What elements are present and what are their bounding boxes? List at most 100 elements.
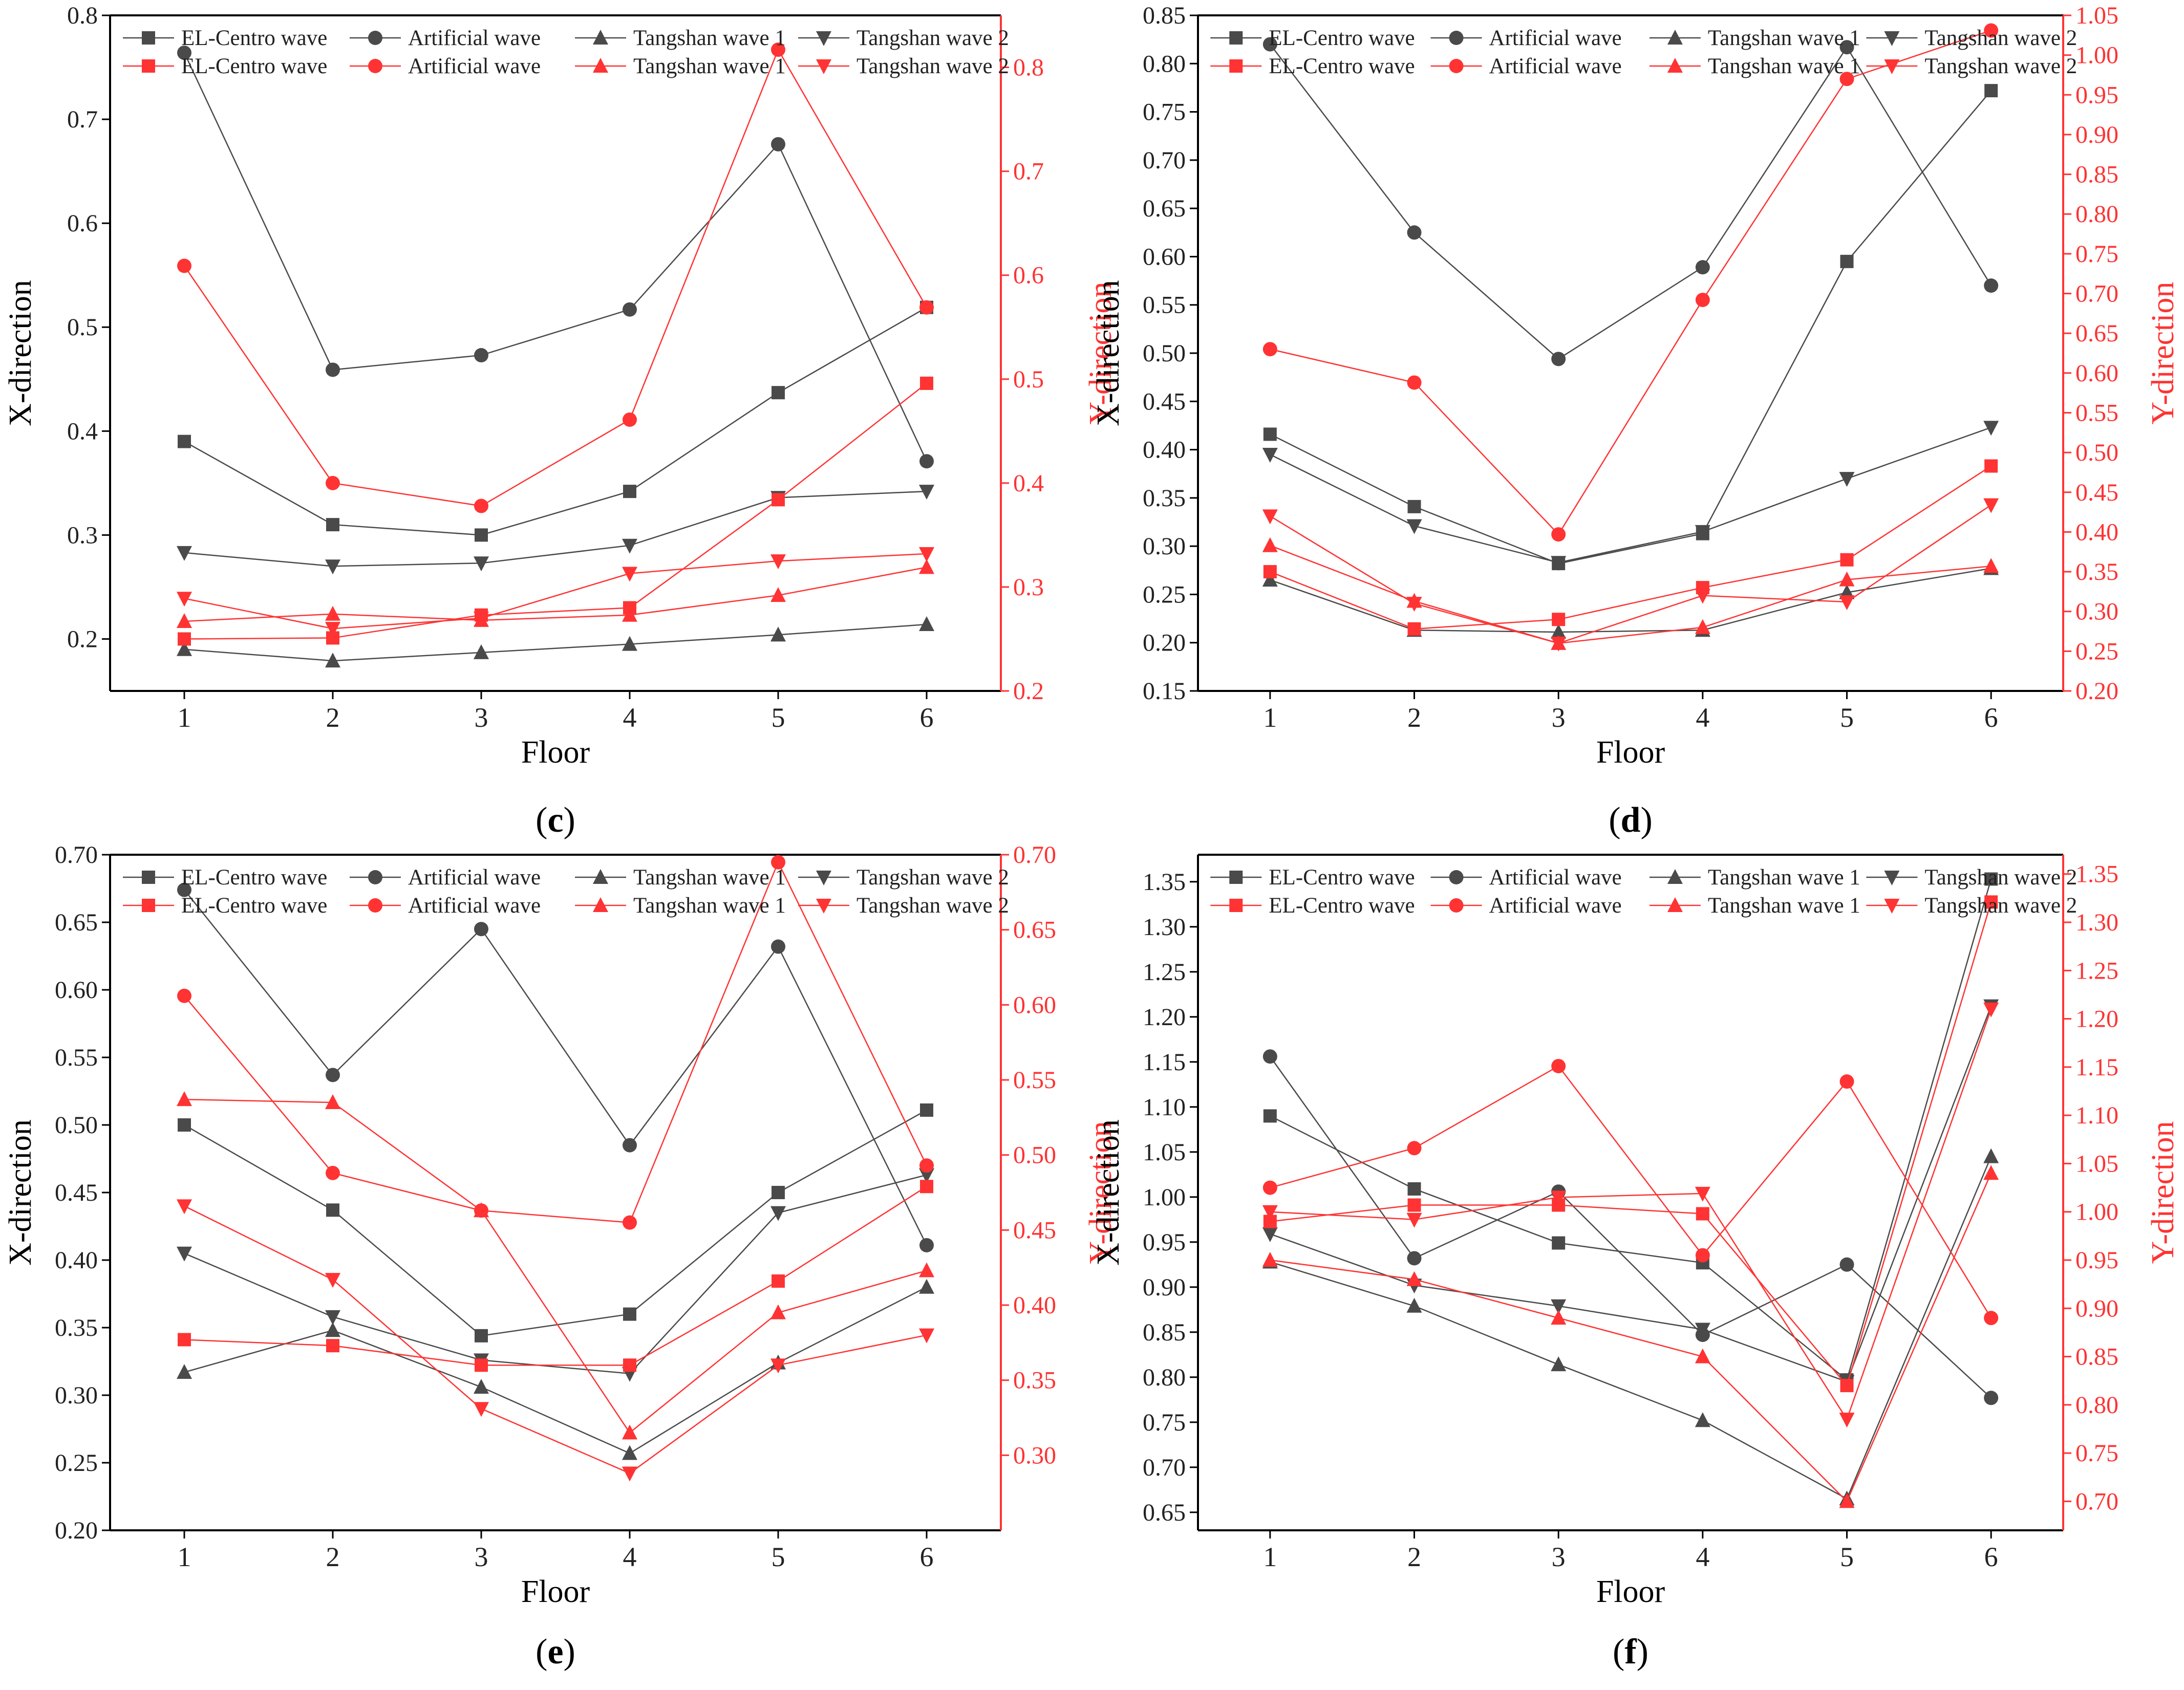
data-point (622, 1466, 637, 1482)
y-right-tick-label: 0.60 (2075, 360, 2118, 387)
legend-marker (1884, 59, 1900, 74)
data-point (177, 882, 191, 897)
y-left-tick-label: 0.60 (1143, 243, 1186, 270)
series-line (1270, 879, 1992, 1381)
data-point (1406, 1297, 1422, 1313)
data-point (474, 611, 489, 626)
data-point (919, 1262, 934, 1277)
y-left-tick-label: 0.65 (1143, 195, 1186, 222)
y-right-tick-label: 1.25 (2075, 957, 2118, 984)
data-point (919, 485, 934, 500)
legend-marker (816, 871, 831, 885)
series-x-artificial-wave (177, 882, 934, 1252)
data-point (325, 622, 340, 637)
legend-label: Artificial wave (408, 894, 541, 918)
series-line (1270, 1065, 1992, 1318)
data-point (772, 493, 785, 507)
y-left-tick-label: 0.30 (1143, 533, 1186, 560)
data-point (920, 1180, 933, 1194)
y-left-tick-label: 1.15 (1143, 1049, 1186, 1076)
data-point (1552, 1236, 1566, 1250)
y-left-tick-label: 0.85 (1143, 1319, 1186, 1346)
data-point (1984, 895, 1998, 909)
series-line (1270, 1009, 1992, 1421)
data-point (622, 567, 637, 582)
series-y-el-centro-wave (178, 376, 933, 646)
legend-label: Artificial wave (1489, 865, 1622, 890)
legend-label: Artificial wave (1489, 894, 1622, 918)
y-right-tick-label: 0.75 (2075, 1440, 2118, 1467)
y-right-tick-label: 0.70 (2075, 1488, 2118, 1515)
y-right-tick-label: 0.8 (1013, 54, 1044, 81)
y-left-axis-title: X-direction (1091, 280, 1126, 426)
series-x-artificial-wave (177, 46, 934, 469)
data-point (1406, 519, 1422, 534)
legend-label: EL-Centro wave (1269, 54, 1415, 78)
legend-marker (1229, 31, 1243, 45)
x-tick-label: 6 (920, 1542, 934, 1572)
data-point (1839, 40, 1854, 55)
series-y-artificial-wave (1262, 1058, 1999, 1326)
y-left-tick-label: 0.35 (55, 1314, 98, 1341)
y-right-tick-label: 1.30 (2075, 909, 2118, 936)
panel-caption: (d) (1609, 800, 1653, 840)
series-x-tangshan-wave-1 (177, 616, 934, 668)
legend-marker (1449, 59, 1464, 73)
data-point (326, 362, 340, 377)
chart-panel-e: 1 2 3 4 5 6 0.20 0.25 0.30 0.35 0.40 0.45 0.50 0.55 0.… (3, 841, 1118, 1672)
data-point (622, 1424, 637, 1440)
series-y-tangshan-wave-1 (1262, 1165, 1999, 1508)
legend-label: EL-Centro wave (1269, 26, 1415, 50)
x-tick-label: 2 (326, 1542, 340, 1572)
series-x-tangshan-wave-2 (177, 1168, 934, 1382)
series-y-el-centro-wave (178, 1180, 933, 1372)
data-point (474, 556, 489, 572)
legend-marker (142, 59, 155, 73)
data-point (177, 1364, 192, 1379)
legend-label: Tangshan wave 2 (857, 26, 1009, 50)
series-y-artificial-wave (177, 42, 934, 513)
series-line (1270, 465, 1992, 630)
legend-marker (1449, 31, 1464, 45)
data-point (1695, 1186, 1710, 1202)
series-x-tangshan-wave-1 (1262, 560, 1999, 639)
y-left-tick-label: 0.6 (67, 210, 98, 237)
panel-caption-letter: d (1621, 800, 1641, 840)
data-point (1984, 1311, 1999, 1326)
data-point (772, 1274, 785, 1288)
series-line (1269, 1056, 1992, 1399)
legend-marker (1667, 58, 1683, 73)
data-point (1551, 636, 1567, 652)
legend-label: Tangshan wave 1 (633, 865, 786, 890)
series-line (184, 567, 927, 622)
y-right-tick-label: 1.35 (2075, 861, 2118, 888)
legend-marker (1884, 871, 1900, 885)
y-left-tick-label: 0.65 (55, 909, 98, 936)
data-point (326, 1068, 340, 1082)
legend-marker (368, 59, 382, 73)
x-tick-label: 4 (623, 702, 637, 733)
legend-marker (1884, 31, 1900, 46)
y-right-axis-title: Y-direction (2146, 282, 2180, 425)
y-left-tick-label: 0.25 (1143, 581, 1186, 608)
data-point (1262, 342, 1277, 357)
y-right-tick-label: 0.70 (1013, 841, 1056, 869)
x-tick-label: 5 (772, 1542, 785, 1572)
x-tick-label: 4 (1696, 702, 1709, 733)
series-x-tangshan-wave-2 (1262, 421, 1999, 571)
legend-marker (1449, 898, 1464, 913)
data-point (919, 1168, 934, 1183)
series-x-tangshan-wave-2 (177, 485, 934, 575)
y-right-tick-label: 0.35 (1013, 1367, 1056, 1394)
y-left-tick-label: 1.20 (1143, 1004, 1186, 1031)
chart-panel-d: 1 2 3 4 5 6 0.15 0.20 0.25 0.30 0.35 0.40 0.45 0.50 0.… (1091, 2, 2180, 840)
data-point (1984, 84, 1998, 98)
data-point (770, 1206, 786, 1221)
data-point (623, 1358, 636, 1372)
series-y-tangshan-wave-1 (177, 559, 934, 628)
y-right-tick-label: 0.30 (1013, 1442, 1056, 1469)
panel-caption-letter: e (547, 1632, 563, 1672)
data-point (1263, 565, 1277, 579)
series-line (183, 48, 928, 507)
x-tick-label: 6 (920, 702, 934, 733)
